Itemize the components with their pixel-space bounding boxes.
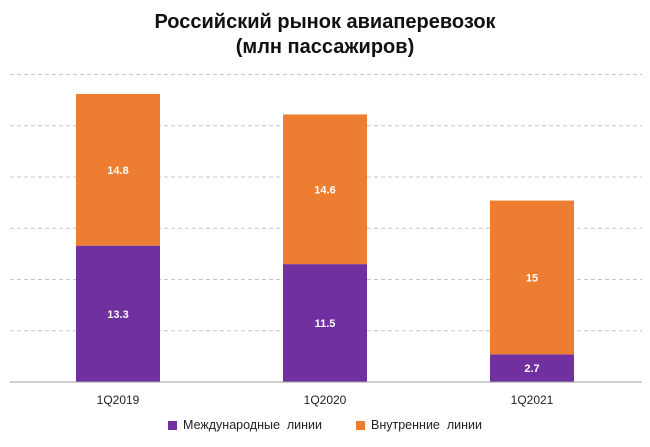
- bar-segment-international-1Q2021: [490, 354, 574, 382]
- legend-swatch-domestic: [356, 420, 366, 430]
- bar-segment-domestic-1Q2020: [283, 114, 367, 265]
- data-label-domestic-1Q2020: 14.6: [314, 184, 335, 196]
- x-tick-label-1Q2021: 1Q2021: [511, 393, 554, 407]
- legend-item-international: Международные линии: [168, 418, 322, 432]
- data-label-international-1Q2021: 2.7: [524, 363, 539, 375]
- bar-segment-international-1Q2020: [283, 264, 367, 382]
- bar-segment-domestic-1Q2021: [490, 200, 574, 355]
- legend-item-domestic: Внутренние линии: [356, 418, 482, 432]
- bar-segment-international-1Q2019: [76, 245, 160, 382]
- legend-label-domestic: Внутренние линии: [371, 418, 482, 432]
- x-tick-label-1Q2020: 1Q2020: [304, 393, 347, 407]
- legend: Международные линии Внутренние линии: [0, 418, 650, 432]
- chart-subtitle: (млн пассажиров): [235, 36, 415, 58]
- legend-label-international: Международные линии: [183, 418, 323, 432]
- chart-title-block: Российский рынок авиаперевозок (млн пасс…: [0, 10, 650, 60]
- bars: 13.3 14.8 11.5 14.6 2.7 15: [76, 93, 574, 382]
- data-label-domestic-1Q2021: 15: [526, 272, 538, 284]
- bar-segment-domestic-1Q2019: [76, 93, 160, 246]
- chart-title: Российский рынок авиаперевозок: [154, 11, 496, 33]
- data-label-international-1Q2019: 13.3: [107, 309, 128, 321]
- x-tick-labels: 1Q2019 1Q2020 1Q2021: [97, 393, 554, 407]
- data-label-international-1Q2020: 11.5: [315, 318, 336, 330]
- legend-swatch-international: [168, 420, 178, 430]
- x-tick-label-1Q2019: 1Q2019: [97, 393, 140, 407]
- data-label-domestic-1Q2019: 14.8: [107, 165, 128, 177]
